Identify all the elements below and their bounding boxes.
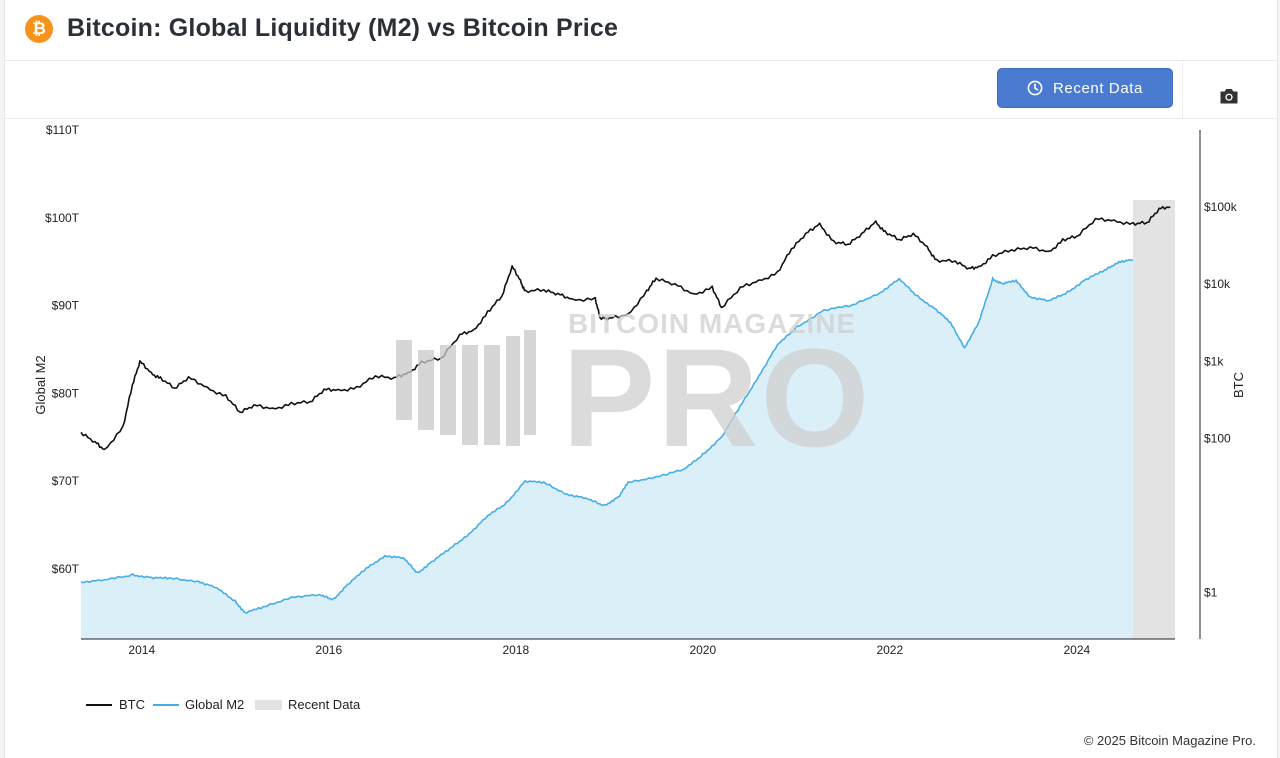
page-title: Bitcoin: Global Liquidity (M2) vs Bitcoi… — [67, 14, 619, 42]
x-tick-label: 2018 — [502, 643, 529, 657]
camera-icon[interactable] — [1219, 87, 1239, 105]
btc-price-line — [80, 205, 1171, 451]
clock-icon — [1027, 80, 1043, 96]
watermark-main-text: PRO — [562, 319, 871, 476]
x-tick-label: 2014 — [128, 643, 155, 657]
chart-toolbar: Recent Data — [5, 60, 1277, 119]
y-left-axis-label: Global M2 — [33, 355, 48, 414]
y-right-axis-label: BTC — [1231, 372, 1246, 398]
y-right-tick-label: $100 — [1204, 431, 1231, 445]
watermark-bar — [506, 336, 520, 446]
legend-btc-label: BTC — [119, 697, 145, 712]
x-tick-label: 2020 — [689, 643, 716, 657]
watermark-bar — [484, 345, 500, 445]
y-right-tick-label: $1 — [1204, 586, 1218, 600]
y-left-tick-label: $110T — [46, 123, 80, 137]
y-left-tick-label: $90T — [52, 299, 80, 313]
y-right-tick-label: $100k — [1204, 200, 1238, 214]
legend-recent-data-label: Recent Data — [288, 697, 361, 712]
recent-data-band — [1132, 200, 1175, 639]
toolbar-divider — [1182, 60, 1183, 118]
y-left-tick-label: $100T — [45, 211, 80, 225]
recent-data-button-label: Recent Data — [1053, 79, 1143, 97]
global-m2-line — [80, 258, 1134, 614]
x-tick-label: 2022 — [876, 643, 903, 657]
bitcoin-logo-icon: ₿ — [25, 15, 53, 43]
global-m2-area — [81, 259, 1133, 639]
legend-recent-data-swatch — [255, 700, 282, 710]
x-tick-label: 2024 — [1063, 643, 1090, 657]
y-left-tick-label: $70T — [52, 474, 80, 488]
watermark-bar — [440, 345, 456, 435]
watermark-bar — [396, 340, 412, 420]
y-left-tick-label: $80T — [52, 386, 80, 400]
legend-global-m2-label: Global M2 — [185, 697, 244, 712]
watermark-bar — [524, 330, 536, 435]
copyright-text: © 2025 Bitcoin Magazine Pro. — [1083, 733, 1256, 748]
y-right-tick-label: $10k — [1204, 277, 1231, 291]
recent-data-button[interactable]: Recent Data — [997, 68, 1173, 108]
watermark-bar — [462, 345, 478, 445]
watermark-bar — [418, 350, 434, 430]
page-header: ₿ Bitcoin: Global Liquidity (M2) vs Bitc… — [5, 0, 1277, 61]
chart-legend: BTC Global M2 Recent Data — [86, 697, 361, 712]
y-right-tick-label: $1k — [1204, 354, 1224, 368]
y-left-tick-label: $60T — [52, 562, 80, 576]
x-tick-label: 2016 — [315, 643, 342, 657]
watermark-top-text: BITCOIN MAGAZINE — [568, 308, 856, 339]
